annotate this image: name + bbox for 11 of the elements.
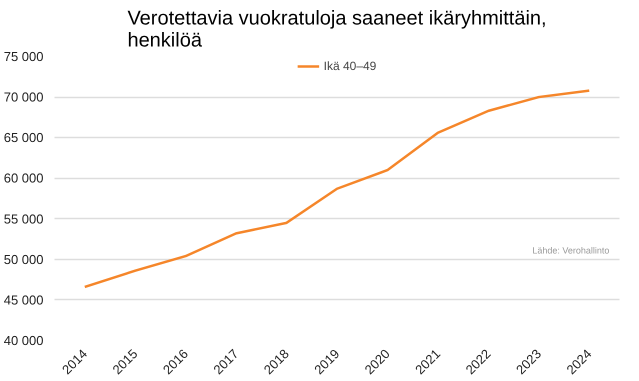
y-tick-label: 75 000 — [4, 49, 44, 64]
legend-label: Ikä 40–49 — [324, 59, 376, 73]
chart-title: Verotettavia vuokratuloja saaneet ikäryhmittäin, henkilöä — [127, 8, 547, 52]
y-tick-label: 40 000 — [4, 333, 44, 348]
y-tick-label: 65 000 — [4, 130, 44, 146]
y-tick-label: 50 000 — [4, 252, 44, 267]
y-tick-label: 45 000 — [4, 292, 44, 308]
annotation: Lähde: Verohallinto — [532, 245, 610, 256]
y-tick-label: 70 000 — [4, 90, 44, 105]
y-tick-label: 55 000 — [4, 211, 44, 226]
y-tick-label: 60 000 — [4, 170, 44, 186]
